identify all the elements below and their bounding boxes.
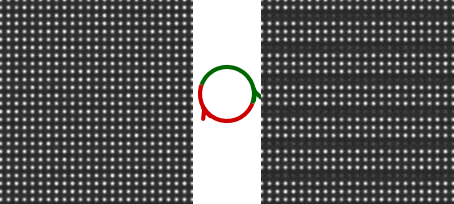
- Text: -3V: -3V: [102, 21, 128, 35]
- Text: +3V: +3V: [392, 21, 424, 35]
